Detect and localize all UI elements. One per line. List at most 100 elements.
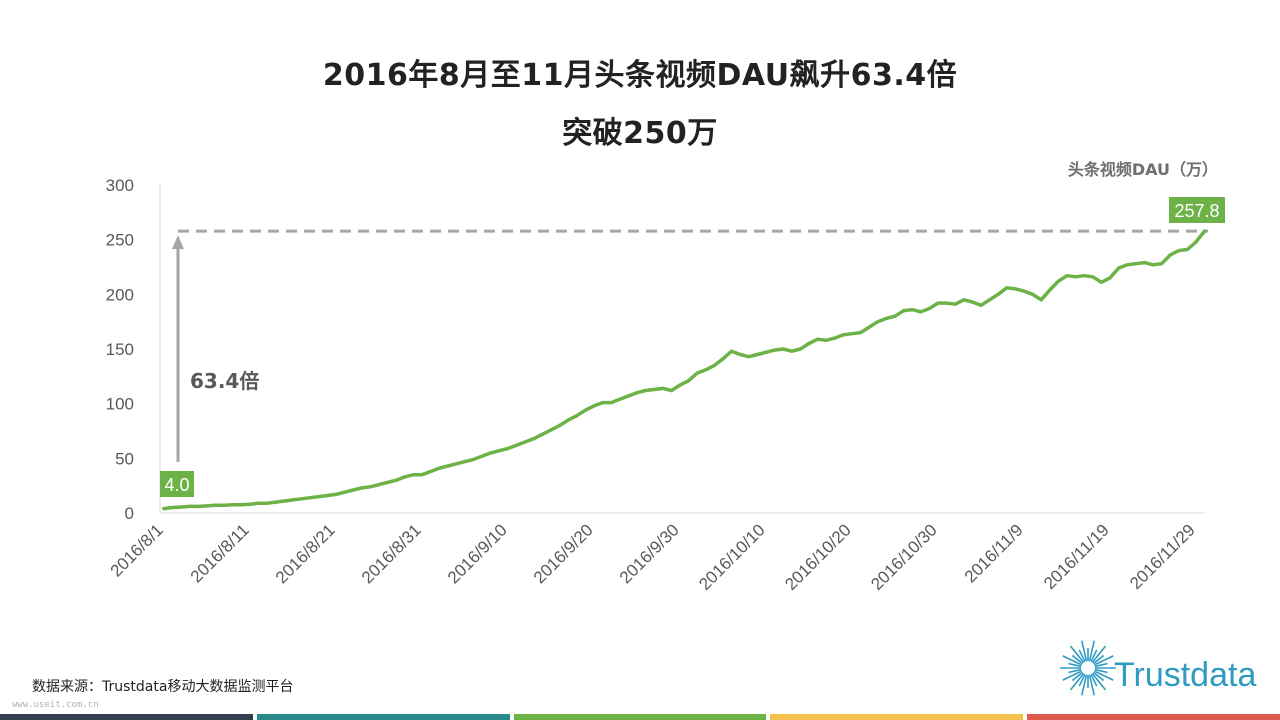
start-value-label: 4.0 [164, 475, 189, 495]
data-point [996, 292, 1000, 296]
data-point [317, 495, 321, 499]
data-point [222, 503, 226, 507]
data-point [403, 475, 407, 479]
line-chart: 0 50 100 150 200 250 300 2016/8/1 2016/8/11 2016/… [106, 176, 1225, 594]
data-point [730, 349, 734, 353]
data-point [902, 309, 906, 313]
watermark-text: www.useit.com.cn [12, 700, 99, 710]
x-tick-label: 2016/10/30 [867, 520, 941, 594]
data-point [558, 423, 562, 428]
y-tick-label: 250 [106, 231, 134, 250]
data-point [239, 503, 243, 507]
x-tick-label: 2016/9/30 [616, 520, 683, 587]
data-point [884, 316, 889, 320]
data-point [669, 388, 674, 393]
logo-ray [1091, 645, 1107, 664]
data-point [687, 379, 691, 383]
logo-ray [1092, 654, 1105, 665]
data-point [910, 308, 914, 312]
logo-ray [1068, 662, 1082, 668]
data-point [816, 337, 820, 341]
data-point [1082, 274, 1086, 278]
bottom-bar-segment [0, 714, 253, 720]
y-tick-label: 200 [106, 285, 134, 304]
data-point [506, 446, 510, 451]
x-tick-label: 2016/11/29 [1126, 520, 1199, 593]
chart-subtitle: 突破250万 [562, 116, 718, 151]
data-point [850, 332, 854, 336]
data-point [592, 404, 596, 408]
end-value-label: 257.8 [1174, 201, 1219, 221]
data-point [1108, 276, 1112, 280]
data-point [652, 387, 656, 392]
data-point [480, 454, 484, 458]
data-point [360, 486, 364, 490]
bottom-bar-segment [770, 714, 1024, 720]
data-point [351, 488, 355, 492]
data-point [583, 408, 588, 412]
data-point [171, 505, 175, 510]
x-tick-label: 2016/8/11 [187, 520, 253, 586]
data-point [1074, 275, 1078, 279]
data-point [1099, 280, 1103, 284]
x-tick-label: 2016/10/10 [695, 520, 769, 594]
data-point [1151, 263, 1155, 267]
data-point [609, 401, 613, 405]
logo-ray [1080, 674, 1088, 696]
data-point [859, 331, 863, 335]
data-point [678, 383, 682, 387]
logo-wordmark: Trustdata [1114, 656, 1256, 694]
data-point [549, 428, 553, 432]
data-point [454, 462, 458, 466]
y-tick-label: 300 [106, 176, 134, 195]
data-point [489, 451, 493, 455]
data-point [420, 473, 424, 477]
data-point [368, 485, 372, 489]
data-point [1160, 262, 1164, 266]
x-tick-label: 2016/8/21 [272, 520, 339, 587]
data-point [936, 301, 940, 305]
data-point [1134, 262, 1138, 266]
data-point [248, 502, 252, 506]
data-point [325, 493, 329, 498]
data-point [970, 300, 975, 304]
data-point [807, 341, 811, 346]
growth-arrow-head-icon [172, 235, 184, 250]
data-point [953, 302, 957, 306]
data-point [282, 499, 286, 503]
data-point [497, 449, 501, 453]
data-point [179, 505, 183, 509]
data-point [644, 388, 648, 393]
data-point [196, 504, 200, 508]
data-point [721, 357, 725, 361]
logo-ray [1078, 649, 1086, 663]
logo-ray [1093, 670, 1114, 681]
data-point [377, 483, 381, 487]
data-point [274, 500, 278, 504]
data-point [755, 352, 760, 357]
data-point [1203, 229, 1207, 233]
data-point [867, 325, 871, 329]
data-point [1185, 247, 1189, 252]
data-point [979, 303, 983, 307]
y-tick-label: 50 [115, 449, 134, 468]
logo-ray [1068, 668, 1082, 674]
data-point [1142, 261, 1146, 265]
x-tick-label: 2016/10/20 [781, 520, 855, 594]
data-point [214, 503, 218, 507]
data-point [1022, 289, 1026, 293]
data-point [472, 457, 476, 461]
data-point [773, 348, 777, 352]
data-point [446, 464, 450, 468]
data-point [601, 401, 605, 405]
data-point [927, 306, 932, 311]
data-point [515, 443, 519, 447]
data-point [437, 466, 441, 470]
data-point [523, 440, 527, 444]
data-point [1056, 279, 1060, 283]
data-point [798, 347, 803, 351]
y-axis-unit-label: 头条视频DAU（万） [1067, 160, 1218, 179]
data-point [162, 507, 166, 511]
data-point [635, 391, 639, 395]
logo-ray [1062, 655, 1083, 666]
